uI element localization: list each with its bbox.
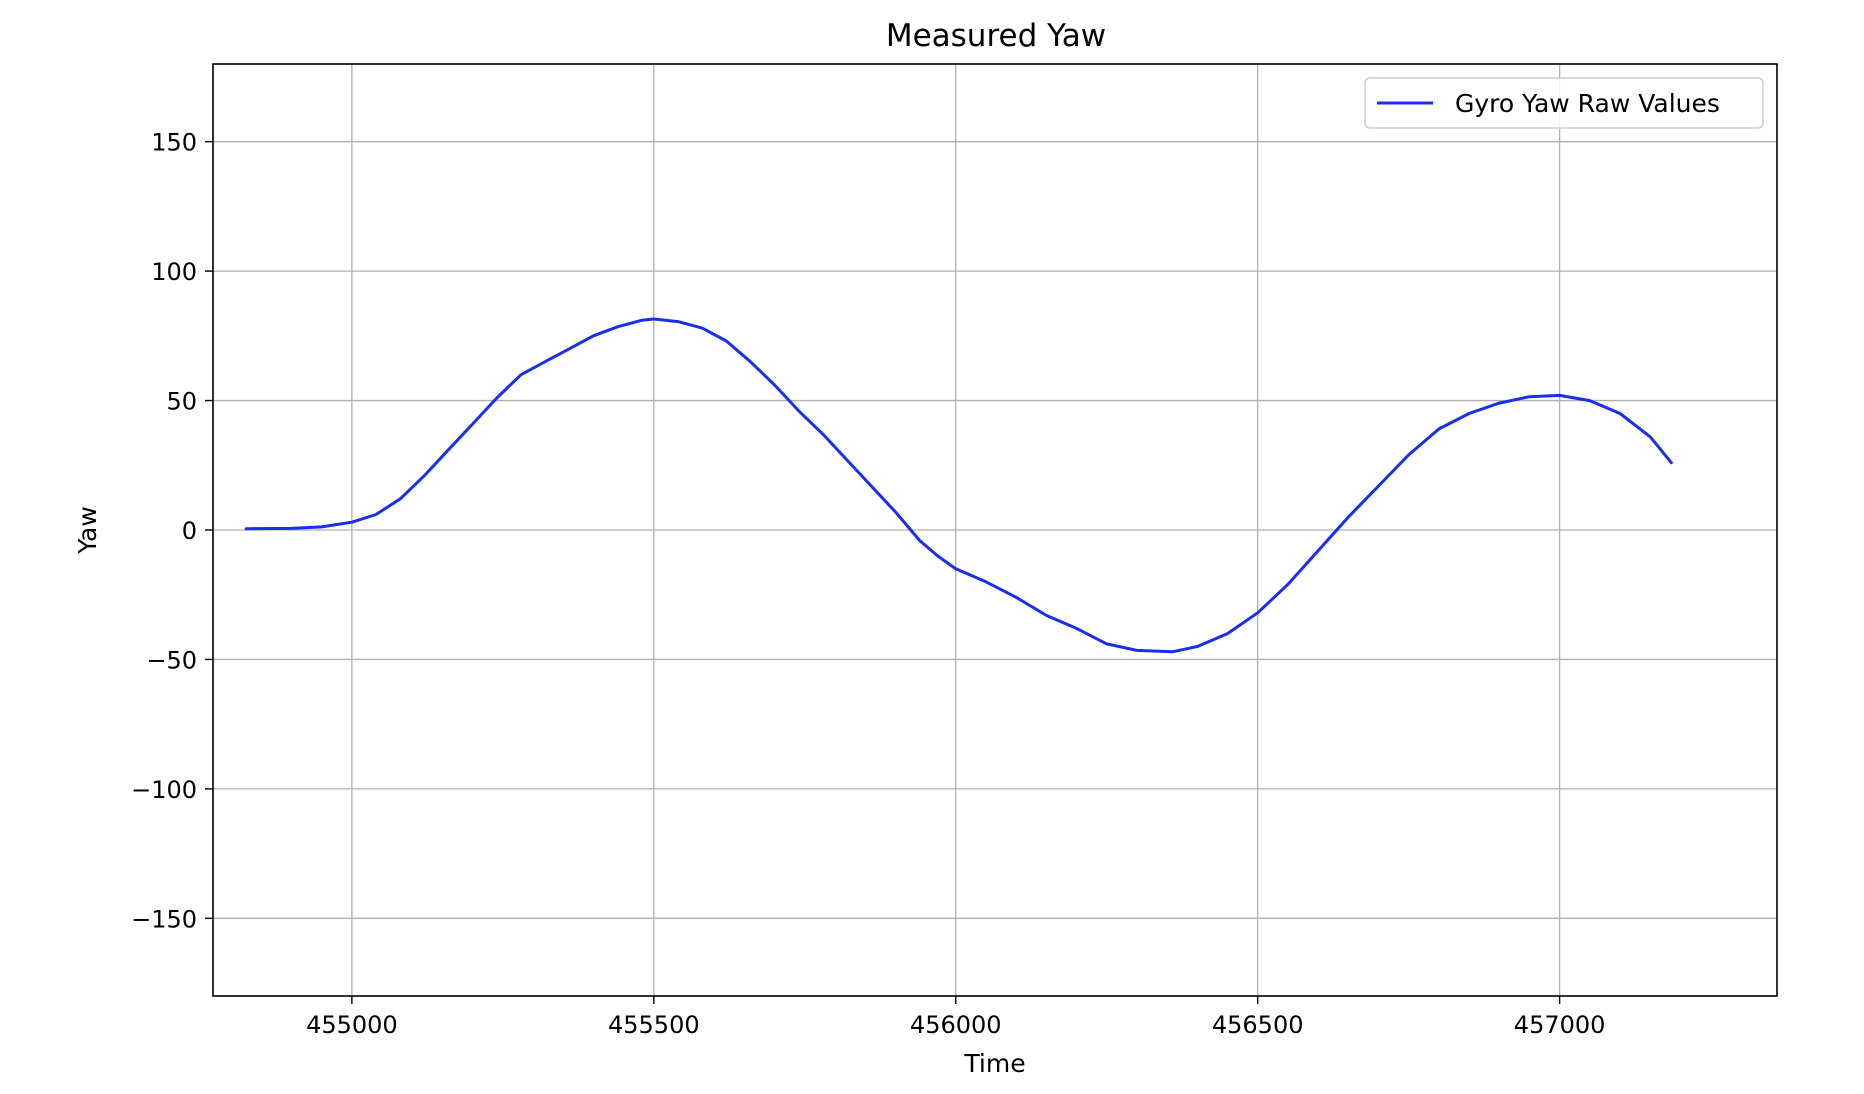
x-axis-label: Time [963, 1049, 1025, 1078]
y-tick-label: 100 [151, 258, 197, 286]
x-tick-label: 456000 [910, 1011, 1002, 1039]
y-axis-label: Yaw [73, 506, 102, 555]
y-tick-label: −50 [146, 646, 197, 674]
y-tick-label: 50 [166, 388, 197, 416]
legend-entry-label: Gyro Yaw Raw Values [1455, 89, 1720, 118]
x-tick-label: 455000 [306, 1011, 398, 1039]
y-tick-label: 0 [182, 517, 197, 545]
x-axis-ticks: 455000 455500 456000 456500 457000 [306, 996, 1605, 1039]
y-axis-ticks: −150 −100 −50 0 50 100 150 [131, 129, 213, 933]
x-tick-label: 457000 [1514, 1011, 1606, 1039]
legend: Gyro Yaw Raw Values [1364, 77, 1764, 129]
chart-title: Measured Yaw [886, 18, 1106, 54]
y-tick-label: −150 [131, 905, 197, 933]
series-lines [244, 317, 1673, 654]
y-tick-label: 150 [151, 129, 197, 157]
x-tick-label: 455500 [608, 1011, 700, 1039]
y-tick-label: −100 [131, 776, 197, 804]
x-tick-label: 456500 [1212, 1011, 1304, 1039]
series-line [244, 317, 1673, 654]
legend-box [1364, 77, 1764, 129]
